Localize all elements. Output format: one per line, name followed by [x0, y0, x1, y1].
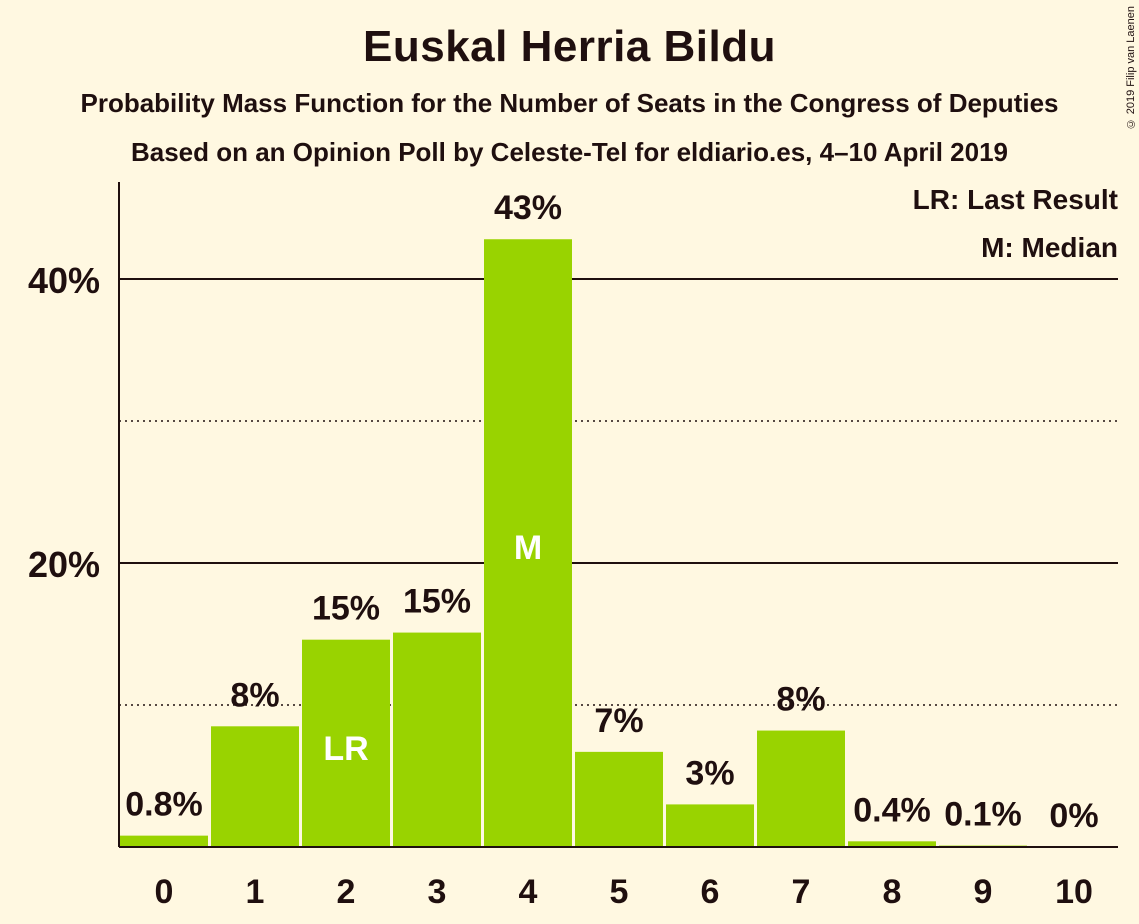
- x-tick-label: 5: [610, 873, 629, 911]
- bar: [484, 239, 572, 848]
- bar: [575, 751, 663, 847]
- bar-value-label: 15%: [312, 590, 380, 628]
- chart-title: Euskal Herria Bildu: [363, 22, 776, 71]
- bar-value-label: 43%: [494, 189, 562, 227]
- x-tick-label: 0: [155, 873, 174, 911]
- x-tick-label: 9: [974, 873, 993, 911]
- bar-value-label: 15%: [403, 583, 471, 621]
- bar: [120, 835, 208, 847]
- chart-subtitle: Probability Mass Function for the Number…: [80, 88, 1059, 118]
- bar-value-label: 7%: [594, 702, 643, 740]
- x-tick-label: 3: [428, 873, 447, 911]
- legend-entry: M: Median: [981, 232, 1118, 263]
- x-tick-label: 1: [246, 873, 265, 911]
- x-tick-label: 10: [1055, 873, 1093, 911]
- x-tick-label: 4: [519, 873, 538, 911]
- y-tick-label: 40%: [28, 260, 100, 301]
- bar-value-label: 8%: [776, 681, 825, 719]
- bar: [393, 632, 481, 847]
- bar-value-label: 0.1%: [944, 796, 1022, 834]
- bar-value-label: 8%: [230, 676, 279, 714]
- bar-marker-label: LR: [323, 730, 368, 768]
- x-tick-label: 8: [883, 873, 902, 911]
- y-tick-label: 20%: [28, 544, 100, 585]
- bar-marker-label: M: [514, 529, 542, 567]
- bar-value-label: 0.8%: [125, 786, 203, 824]
- bar: [211, 726, 299, 847]
- x-tick-label: 7: [792, 873, 811, 911]
- x-tick-label: 6: [701, 873, 720, 911]
- legend-entry: LR: Last Result: [913, 184, 1118, 215]
- bar: [848, 841, 936, 847]
- bar: [757, 730, 845, 847]
- bar: [666, 804, 754, 847]
- bar-value-label: 3%: [685, 754, 734, 792]
- bar-value-label: 0.4%: [853, 791, 931, 829]
- bar: [302, 639, 390, 847]
- chart-source: Based on an Opinion Poll by Celeste-Tel …: [130, 137, 1009, 167]
- bar-value-label: 0%: [1049, 797, 1098, 835]
- x-tick-label: 2: [337, 873, 356, 911]
